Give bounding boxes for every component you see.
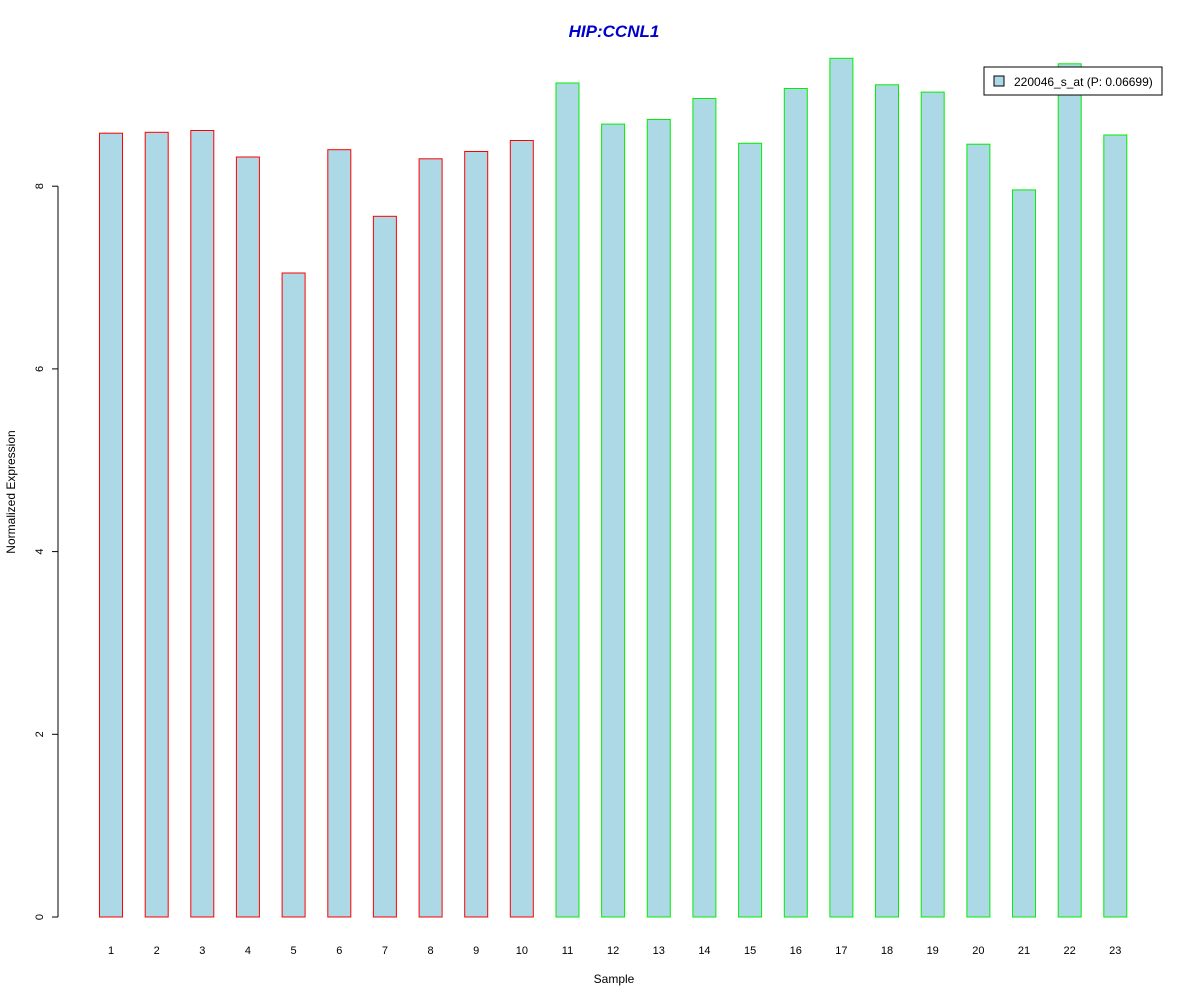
bar-sample-6 — [327, 149, 352, 918]
x-tick-label: 7 — [382, 945, 388, 957]
x-tick-labels: 1 2 3 4 5 6 7 8 9 10 11 12 13 14 15 16 17 18 19 20 21 22 23 — [108, 945, 1121, 957]
x-tick-label: 12 — [607, 945, 619, 957]
bar-sample-9 — [464, 151, 489, 918]
x-tick-label: 21 — [1018, 945, 1030, 957]
bar-sample-19 — [920, 91, 945, 918]
y-tick-label: 6 — [34, 366, 46, 372]
bar-sample-22 — [1057, 63, 1082, 918]
y-tick-label: 4 — [34, 549, 46, 555]
y-axis-title: Normalized Expression — [4, 430, 18, 553]
x-tick-label: 16 — [790, 945, 802, 957]
x-tick-label: 14 — [698, 945, 710, 957]
x-tick-label: 1 — [108, 945, 114, 957]
bar-sample-20 — [966, 143, 991, 918]
bar-sample-21 — [1012, 189, 1036, 918]
x-tick-label: 20 — [972, 945, 984, 957]
x-tick-label: 19 — [927, 945, 939, 957]
x-tick-label: 22 — [1064, 945, 1076, 957]
bar-sample-8 — [418, 158, 443, 918]
x-tick-label: 13 — [653, 945, 665, 957]
bar-sample-15 — [738, 142, 763, 918]
x-tick-label: 8 — [427, 945, 433, 957]
legend-label: 220046_s_at (P: 0.06699) — [1014, 75, 1153, 89]
x-tick-label: 11 — [562, 945, 573, 957]
y-tick-label: 0 — [34, 914, 46, 920]
x-axis-title: Sample — [594, 972, 635, 986]
bar-sample-7 — [372, 215, 397, 918]
bar-sample-16 — [783, 88, 808, 918]
x-tick-label: 15 — [744, 945, 756, 957]
bar-sample-11 — [555, 82, 580, 918]
y-tick-label: 2 — [34, 731, 46, 737]
y-tick-label: 8 — [34, 183, 46, 189]
x-tick-label: 23 — [1109, 945, 1121, 957]
bar-sample-2 — [144, 131, 169, 918]
bar-sample-23 — [1103, 134, 1128, 918]
bar-sample-10 — [509, 140, 534, 918]
x-tick-label: 18 — [881, 945, 893, 957]
legend-swatch — [993, 75, 1005, 87]
bar-sample-13 — [646, 119, 671, 918]
x-tick-label: 10 — [516, 945, 528, 957]
legend: 220046_s_at (P: 0.06699) — [983, 66, 1163, 96]
legend-box — [983, 66, 1163, 96]
bar-sample-4 — [235, 156, 260, 918]
y-axis: 0 2 4 6 8 — [34, 183, 59, 920]
bar-sample-14 — [692, 98, 717, 918]
bar-sample-12 — [601, 123, 626, 918]
bar-sample-1 — [99, 132, 123, 918]
bar-sample-5 — [281, 272, 306, 918]
chart-title: HIP:CCNL1 — [569, 22, 660, 41]
x-tick-label: 9 — [473, 945, 479, 957]
x-tick-label: 17 — [835, 945, 847, 957]
x-tick-label: 5 — [291, 945, 297, 957]
bar-sample-18 — [875, 84, 899, 918]
x-tick-label: 2 — [154, 945, 160, 957]
bar-sample-3 — [190, 130, 215, 918]
bars — [99, 57, 1128, 918]
x-tick-label: 6 — [336, 945, 342, 957]
x-tick-label: 4 — [245, 945, 251, 957]
bar-sample-17 — [829, 57, 854, 918]
x-tick-label: 3 — [199, 945, 205, 957]
